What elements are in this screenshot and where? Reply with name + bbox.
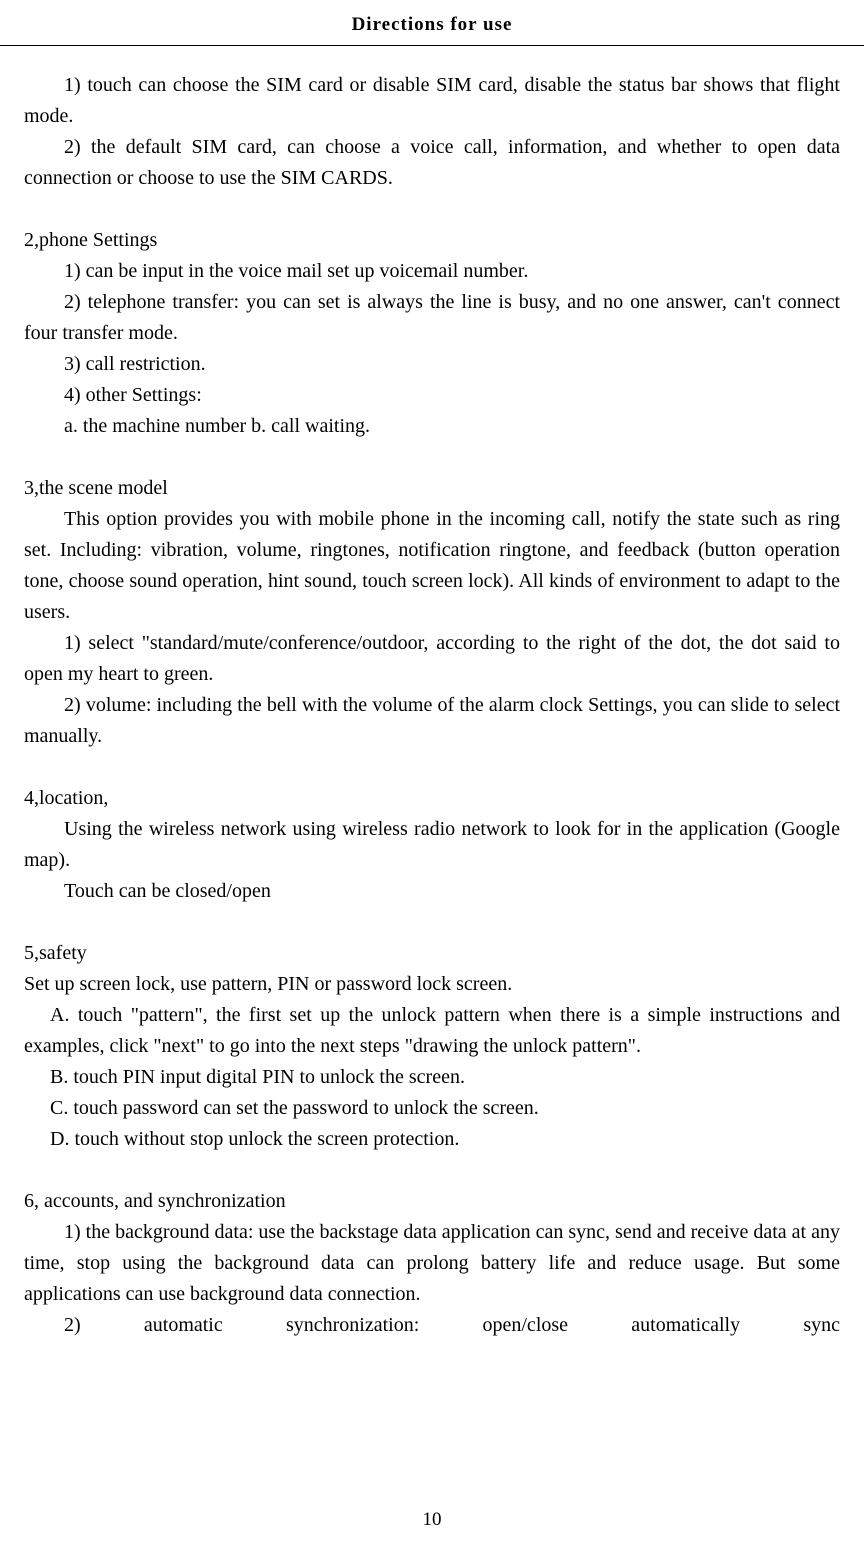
paragraph: This option provides you with mobile pho…	[24, 504, 840, 628]
paragraph: 3) call restriction.	[24, 349, 840, 380]
paragraph: 2) automatic synchronization: open/close…	[24, 1310, 840, 1341]
page-header: Directions for use	[0, 0, 864, 46]
section-heading: 4,location,	[24, 783, 840, 814]
blank-line	[24, 752, 840, 783]
blank-line	[24, 442, 840, 473]
section-heading: 3,the scene model	[24, 473, 840, 504]
paragraph: 1) touch can choose the SIM card or disa…	[24, 70, 840, 132]
section-heading: 5,safety	[24, 938, 840, 969]
paragraph: 4) other Settings:	[24, 380, 840, 411]
document-body: 1) touch can choose the SIM card or disa…	[0, 46, 864, 1341]
paragraph: Touch can be closed/open	[24, 876, 840, 907]
section-heading: 2,phone Settings	[24, 225, 840, 256]
paragraph: Using the wireless network using wireles…	[24, 814, 840, 876]
blank-line	[24, 194, 840, 225]
paragraph: 2) volume: including the bell with the v…	[24, 690, 840, 752]
paragraph: A. touch "pattern", the first set up the…	[24, 1000, 840, 1062]
header-title: Directions for use	[352, 14, 513, 35]
paragraph: C. touch password can set the password t…	[24, 1093, 840, 1124]
paragraph: Set up screen lock, use pattern, PIN or …	[24, 969, 840, 1000]
paragraph: 1) select "standard/mute/conference/outd…	[24, 628, 840, 690]
blank-line	[24, 907, 840, 938]
paragraph: 1) can be input in the voice mail set up…	[24, 256, 840, 287]
paragraph: B. touch PIN input digital PIN to unlock…	[24, 1062, 840, 1093]
page-footer: 10	[0, 1505, 864, 1534]
paragraph: 2) the default SIM card, can choose a vo…	[24, 132, 840, 194]
page-number: 10	[423, 1509, 442, 1530]
paragraph: D. touch without stop unlock the screen …	[24, 1124, 840, 1155]
section-heading: 6, accounts, and synchronization	[24, 1186, 840, 1217]
blank-line	[24, 1155, 840, 1186]
paragraph: a. the machine number b. call waiting.	[24, 411, 840, 442]
paragraph: 2) telephone transfer: you can set is al…	[24, 287, 840, 349]
paragraph: 1) the background data: use the backstag…	[24, 1217, 840, 1310]
